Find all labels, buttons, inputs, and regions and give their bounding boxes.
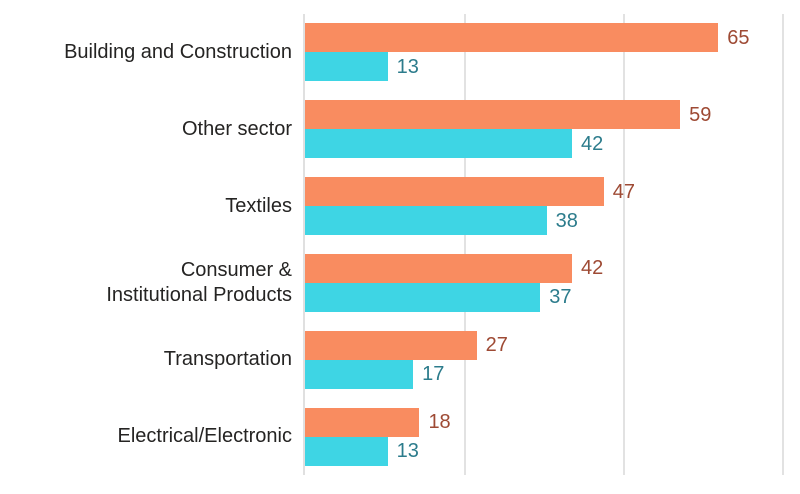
value-label: 17 xyxy=(422,363,445,386)
bar-line: 38 xyxy=(305,206,800,236)
category-label: Transportation xyxy=(163,348,292,371)
bars-cell: 27 17 xyxy=(305,321,800,398)
value-label: 42 xyxy=(581,132,604,155)
cyan-series-bar xyxy=(305,52,388,82)
category-label: Electrical/Electronic xyxy=(117,425,292,448)
bars-cell: 65 13 xyxy=(305,14,800,91)
value-label: 13 xyxy=(396,55,419,78)
value-label: 59 xyxy=(689,103,712,126)
gridline-25 xyxy=(463,14,466,475)
value-label: 47 xyxy=(612,180,636,203)
bar-line: 59 xyxy=(305,100,800,130)
bar-line: 27 xyxy=(305,330,800,360)
cyan-series-bar xyxy=(305,282,541,312)
plot-area xyxy=(303,14,792,475)
orange-series-bar xyxy=(305,100,681,130)
category-label: Consumer & Institutional Products xyxy=(106,258,292,306)
value-label: 38 xyxy=(555,209,578,232)
bar-line: 65 xyxy=(305,23,800,53)
gridline-75 xyxy=(781,14,784,475)
bar-line: 13 xyxy=(305,52,800,82)
cyan-series-bar xyxy=(305,436,388,466)
cyan-series-bar xyxy=(305,129,573,159)
category-group: Other sector 59 42 xyxy=(0,91,800,168)
bars-cell: 18 13 xyxy=(305,398,800,475)
category-label: Other sector xyxy=(181,117,292,140)
orange-series-bar xyxy=(305,23,719,53)
orange-series-bar xyxy=(305,407,420,437)
bar-rows: Building and Construction 65 13 Other secto… xyxy=(0,14,800,475)
bar-line: 13 xyxy=(305,436,800,466)
bar-line: 17 xyxy=(305,359,800,389)
gridline-50 xyxy=(622,14,625,475)
bars-cell: 47 38 xyxy=(305,168,800,245)
category-group: Transportation 27 17 xyxy=(0,321,800,398)
bar-line: 42 xyxy=(305,129,800,159)
bars-cell: 42 37 xyxy=(305,244,800,321)
value-label: 13 xyxy=(396,440,419,463)
category-group: Electrical/Electronic 18 13 xyxy=(0,398,800,475)
category-label: Textiles xyxy=(225,194,292,217)
category-label: Building and Construction xyxy=(64,40,292,63)
cyan-series-bar xyxy=(305,206,547,236)
value-label: 37 xyxy=(549,286,572,309)
cyan-series-bar xyxy=(305,359,414,389)
category-group: Building and Construction 65 13 xyxy=(0,14,800,91)
value-label: 18 xyxy=(428,411,451,434)
category-group: Consumer & Institutional Products 42 37 xyxy=(0,244,800,321)
orange-series-bar xyxy=(305,253,573,283)
bar-line: 42 xyxy=(305,253,800,283)
value-label: 42 xyxy=(581,257,604,280)
value-label: 27 xyxy=(485,334,508,357)
y-axis-line xyxy=(303,14,305,475)
value-label: 65 xyxy=(727,26,750,49)
bars-cell: 59 42 xyxy=(305,91,800,168)
orange-series-bar xyxy=(305,330,477,360)
bar-line: 47 xyxy=(305,177,800,207)
bar-line: 18 xyxy=(305,407,800,437)
bar-line: 37 xyxy=(305,282,800,312)
orange-series-bar xyxy=(305,177,604,207)
category-group: Textiles 47 38 xyxy=(0,168,800,245)
